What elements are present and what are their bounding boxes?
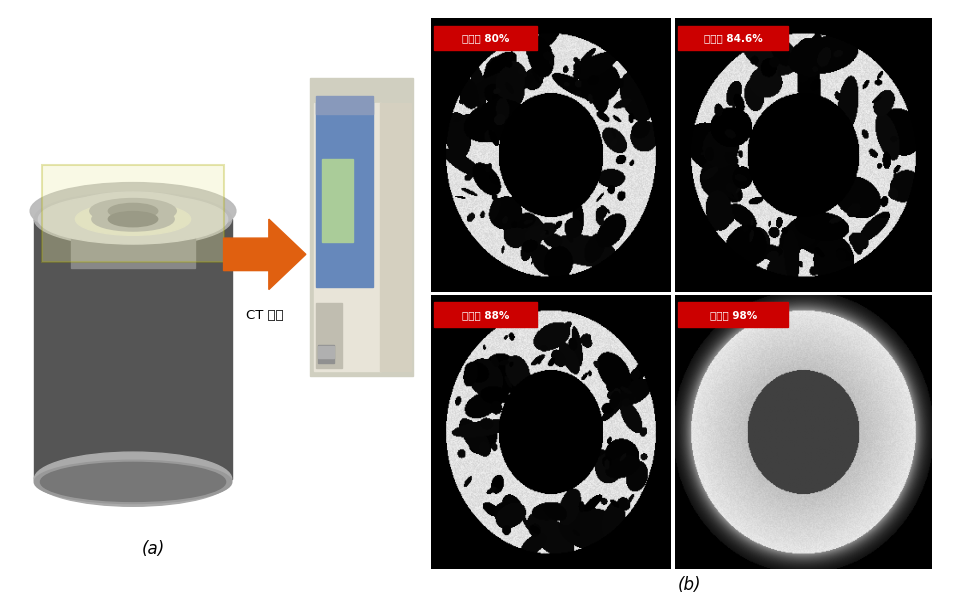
Bar	[319, 345, 334, 362]
Text: 충진율 84.6%: 충진율 84.6%	[704, 33, 763, 43]
Bar	[316, 303, 342, 368]
Bar	[679, 302, 789, 327]
Text: CT 촬영: CT 촬영	[246, 308, 283, 321]
Text: (b): (b)	[678, 576, 701, 594]
Ellipse shape	[34, 460, 232, 503]
Text: (a): (a)	[142, 540, 166, 557]
Text: 충진율 88%: 충진율 88%	[461, 310, 509, 320]
Polygon shape	[224, 219, 306, 290]
Bar	[310, 78, 412, 376]
Ellipse shape	[34, 192, 232, 246]
Ellipse shape	[40, 462, 226, 501]
Bar	[316, 102, 372, 287]
Ellipse shape	[92, 207, 174, 231]
Ellipse shape	[30, 182, 236, 240]
Text: 충진율 98%: 충진율 98%	[710, 310, 757, 320]
Bar	[323, 159, 353, 242]
Ellipse shape	[38, 194, 228, 244]
Bar	[42, 165, 224, 262]
Bar	[434, 25, 537, 51]
Text: 충진율 80%: 충진율 80%	[461, 33, 509, 43]
Ellipse shape	[108, 211, 158, 227]
Ellipse shape	[34, 452, 232, 506]
Bar	[380, 102, 411, 371]
Ellipse shape	[67, 192, 199, 230]
Bar	[679, 25, 789, 51]
Bar	[72, 219, 195, 268]
Bar	[316, 96, 372, 114]
Bar	[34, 219, 232, 479]
Ellipse shape	[90, 199, 176, 223]
Bar	[434, 302, 537, 327]
Ellipse shape	[108, 203, 158, 219]
Ellipse shape	[76, 203, 190, 235]
Bar	[319, 347, 334, 358]
Bar	[314, 102, 381, 371]
